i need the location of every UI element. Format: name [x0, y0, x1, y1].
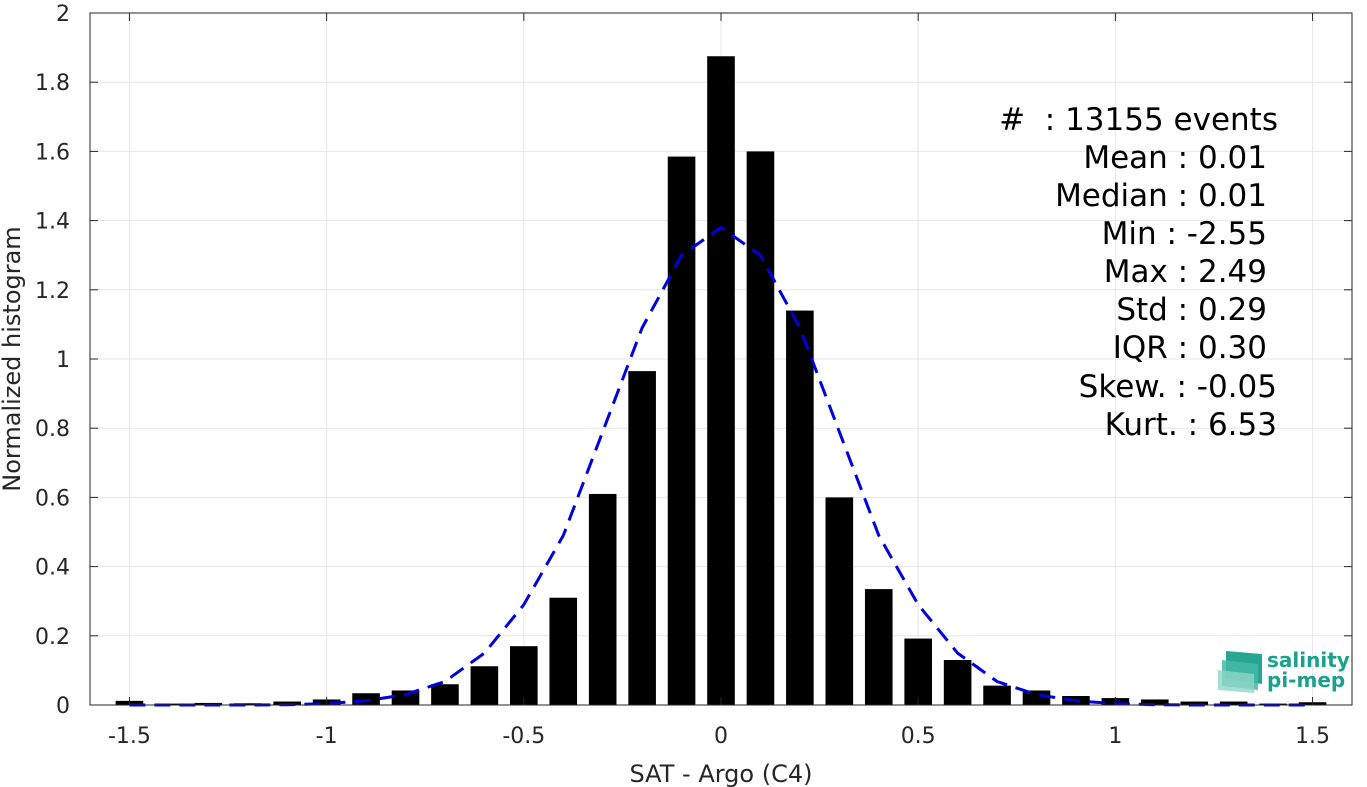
- histogram-bar: [825, 497, 854, 705]
- x-tick-label: 1.5: [1295, 724, 1330, 749]
- x-tick-label: 1: [1108, 724, 1122, 749]
- histogram-bar: [352, 693, 380, 705]
- histogram-bar: [1180, 701, 1209, 705]
- y-tick-label: 0.8: [35, 417, 70, 442]
- stats-iqr: IQR : 0.30: [1113, 330, 1267, 366]
- stats-std: Std : 0.29: [1116, 292, 1267, 328]
- logo-line1: salinity: [1267, 648, 1350, 672]
- y-tick-label: 1.8: [35, 71, 70, 96]
- y-tick-label: 1.4: [35, 210, 70, 235]
- histogram-bar: [1219, 701, 1248, 705]
- histogram-bar: [864, 589, 893, 705]
- y-tick-label: 2: [56, 2, 70, 27]
- histogram-bar: [510, 646, 538, 705]
- y-tick-label: 1.6: [35, 140, 70, 165]
- stats-max: Max : 2.49: [1104, 254, 1267, 290]
- y-tick-label: 0.4: [35, 556, 70, 581]
- histogram-bar: [431, 684, 459, 705]
- y-tick-label: 1: [56, 348, 70, 373]
- stats-skew: Skew. : -0.05: [1079, 369, 1277, 405]
- logo-line2: pi-mep: [1267, 668, 1345, 692]
- x-tick-label: 0: [714, 724, 728, 749]
- histogram-bar: [786, 310, 814, 705]
- histogram-bar: [943, 660, 972, 705]
- histogram-bar: [470, 666, 499, 705]
- histogram-bar: [549, 597, 578, 705]
- histogram-bar: [391, 690, 420, 705]
- x-axis-title: SAT - Argo (C4): [630, 760, 813, 787]
- y-axis-title: Normalized histogram: [0, 226, 26, 491]
- salinity-pi-mep-logo: salinity pi-mep: [1218, 648, 1350, 693]
- stats-box: # : 13155 events Mean : 0.01 Median : 0.…: [999, 102, 1278, 443]
- x-tick-label: 0.5: [901, 724, 936, 749]
- y-tick-label: 0.6: [35, 486, 70, 511]
- x-tick-label: -1: [316, 724, 338, 749]
- histogram-bar: [904, 638, 932, 705]
- histogram-bar: [233, 703, 262, 705]
- stats-mean: Mean : 0.01: [1083, 140, 1267, 176]
- stats-min: Min : -2.55: [1102, 216, 1267, 252]
- y-tick-label: 0: [56, 694, 70, 719]
- y-axis: 0 0.2 0.4 0.6 0.8 1 1.2 1.4 1.6 1.8 2: [35, 2, 1352, 719]
- histogram-bar: [1141, 699, 1169, 705]
- histogram-bar: [628, 371, 656, 705]
- stats-median: Median : 0.01: [1055, 178, 1267, 214]
- x-tick-label: -0.5: [502, 724, 545, 749]
- stats-kurt: Kurt. : 6.53: [1105, 407, 1277, 443]
- x-axis: -1.5 -1 -0.5 0 0.5 1 1.5: [108, 13, 1330, 749]
- stats-events: # : 13155 events: [999, 102, 1278, 138]
- y-tick-label: 1.2: [35, 279, 70, 304]
- histogram-bar: [707, 56, 735, 705]
- histogram-bar: [983, 685, 1011, 705]
- logo-emblem-icon: [1218, 651, 1262, 693]
- x-tick-label: -1.5: [108, 724, 151, 749]
- histogram-bar: [667, 156, 696, 706]
- histogram-bar: [1022, 690, 1051, 705]
- histogram-bar: [588, 493, 617, 705]
- histogram-bar: [746, 151, 775, 705]
- y-tick-label: 0.2: [35, 625, 70, 650]
